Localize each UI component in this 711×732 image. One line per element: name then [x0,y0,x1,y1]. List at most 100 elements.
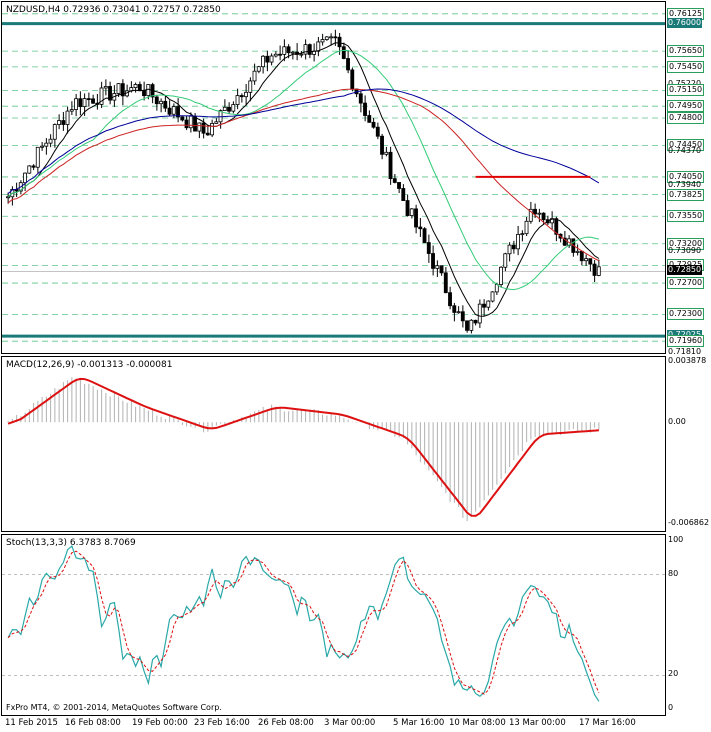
price-axis-label: 0.72850 [667,265,703,276]
candle-body [201,122,206,134]
price-axis-label: 0.74950 [667,100,705,113]
price-axis-label: 0.74800 [667,111,705,124]
candle-body [159,100,163,105]
candles [6,29,601,334]
candle-body [154,96,159,105]
candle-body [286,46,291,54]
candle-body [469,319,474,331]
candle-body [397,182,401,189]
candle-body [507,244,512,255]
time-axis-label: 11 Feb 2015 [5,718,58,728]
candle-body [31,165,36,168]
candle-body [244,91,248,98]
candle-body [380,135,384,155]
price-axis-label: 0.75150 [667,84,705,97]
candle-body [137,84,142,92]
candle-body [197,122,202,132]
candle-body [214,121,219,124]
price-chart-title: NZDUSD,H4 0.72936 0.73041 0.72757 0.7285… [6,5,221,15]
candle-body [435,265,440,269]
price-axis-label: 0.71960 [667,335,705,348]
macd-signal-line [7,377,599,517]
candle-body [265,55,270,63]
candle-body [337,36,342,48]
candle-body [482,303,486,308]
macd-pane[interactable]: MACD(12,26,9) -0.001313 -0.000081 [1,356,666,532]
candle-body [103,86,108,89]
stochastic-chart-canvas[interactable] [2,535,666,716]
time-axis-label: 26 Feb 08:00 [258,718,314,728]
candle-body [35,146,40,168]
price-axis: 0.76125 0.76000 0.75650 0.75450 0.75220 0.751… [667,1,711,356]
price-axis-label: 0.73825 [667,188,705,201]
candle-body [69,109,74,112]
candle-body [443,272,448,294]
time-axis-label: 17 Mar 16:00 [579,718,636,728]
time-axis-label: 23 Feb 16:00 [194,718,250,728]
price-chart-pane[interactable]: NZDUSD,H4 0.72936 0.73041 0.72757 0.7285… [1,1,666,354]
stochastic-axis: 100 80 20 0 [667,534,711,716]
candle-body [252,70,257,82]
candle-body [261,55,265,68]
candle-body [210,123,214,136]
candle-body [269,55,274,63]
candle-body [465,320,469,331]
candle-body [477,303,482,324]
price-axis-label: 0.74450 [667,139,705,152]
stochastic-pane[interactable]: Stoch(13,3,3) 6.3783 8.7069 FxPro MT4, ©… [1,534,666,716]
candle-body [116,83,121,94]
candle-body [86,98,91,101]
macd-axis-label: -0.006862 [668,518,710,527]
candle-body [324,36,329,40]
candle-body [91,98,95,104]
candle-body [227,106,231,112]
candle-body [278,53,282,56]
candle-body [303,44,308,55]
candle-body [405,200,410,216]
candle-body [133,84,138,88]
candle-body [333,36,338,39]
price-axis-label: 0.75220 [668,78,702,88]
macd-chart-canvas[interactable] [2,357,666,532]
price-axis-label: 0.75450 [667,60,705,73]
candle-body [392,178,397,183]
candle-body [48,138,53,144]
price-axis-label: 0.73200 [667,237,705,250]
candle-body [40,145,44,148]
copyright-text: FxPro MT4, © 2001-2014, MetaQuotes Softw… [6,703,222,712]
candle-body [205,132,210,136]
candle-body [222,106,227,111]
time-axis-label: 16 Feb 08:00 [65,718,121,728]
candle-body [409,208,414,216]
candle-body [176,106,180,118]
price-axis-label: 0.72025 [667,330,703,341]
candle-body [456,311,461,314]
candle-body [320,39,325,43]
macd-histogram [7,377,600,522]
stoch-main-line [7,545,600,702]
candle-body [579,250,584,262]
time-axis-label: 19 Feb 00:00 [132,718,188,728]
stochastic-title: Stoch(13,3,3) 6.3783 8.7069 [6,538,136,548]
candle-body [307,44,312,55]
candle-body [282,46,287,55]
candle-body [367,115,372,123]
candle-body [575,250,580,253]
macd-axis: 0.003878 0.00 -0.006862 [667,356,711,532]
candle-body [74,98,78,110]
candle-body [350,69,355,90]
candle-body [452,305,457,313]
candle-body [426,242,431,254]
candle-body [401,188,406,201]
candle-body [588,258,593,265]
candle-body [146,84,151,97]
candle-body [592,263,597,276]
candle-body [490,291,495,302]
candle-body [341,46,346,59]
candle-body [562,237,567,246]
candle-body [520,233,525,236]
candle-body [171,106,176,115]
candle-body [142,90,146,97]
price-chart-canvas[interactable] [2,2,666,354]
macd-axis-label: 0.003878 [668,356,707,365]
